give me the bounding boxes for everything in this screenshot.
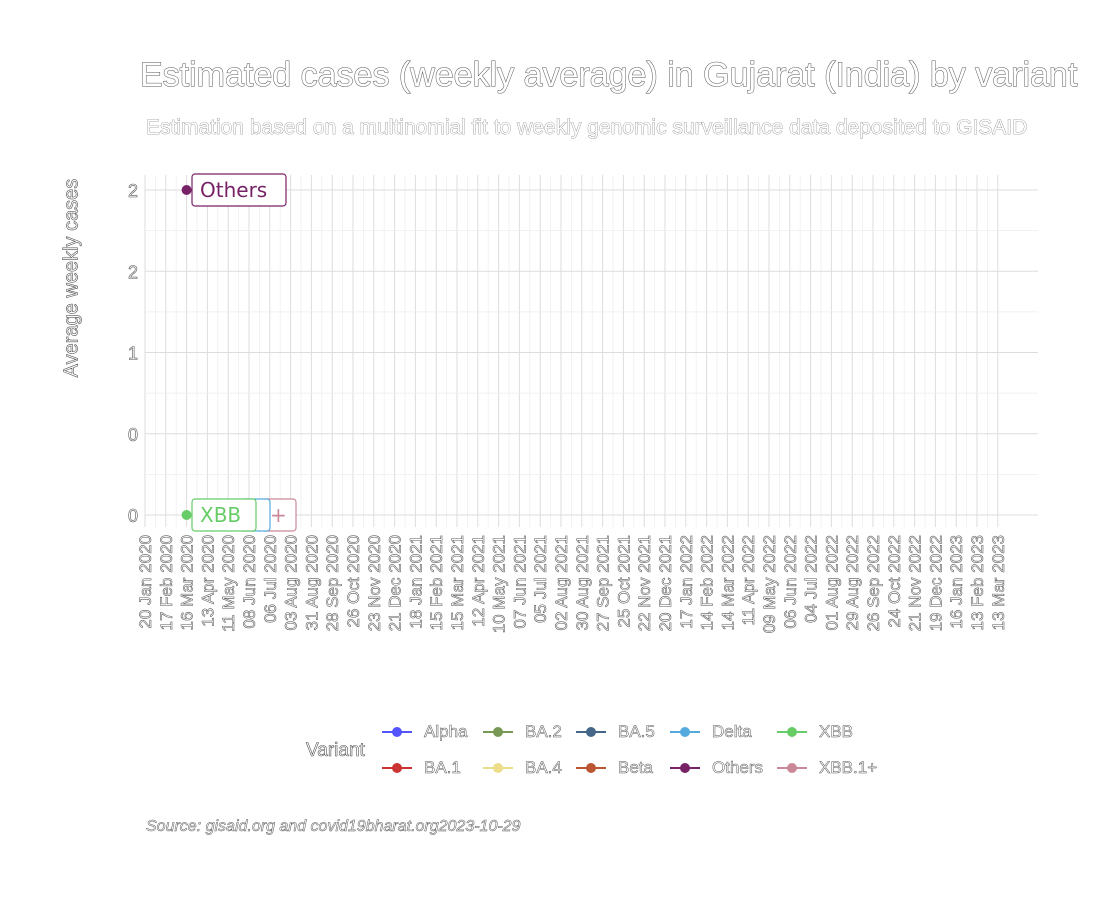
x-tick-label: 26 Sep 2022 — [864, 535, 883, 631]
legend-key — [777, 761, 807, 775]
legend-key — [777, 725, 807, 739]
x-tick-label: 17 Jan 2022 — [677, 535, 696, 629]
legend-key — [576, 725, 606, 739]
legend-label: Beta — [618, 758, 653, 778]
x-tick-label: 22 Nov 2021 — [635, 535, 654, 631]
legend-item: Others — [670, 758, 763, 778]
x-tick-label: 21 Nov 2022 — [906, 535, 925, 631]
legend-item: Beta — [576, 758, 653, 778]
x-tick-label: 23 Nov 2020 — [365, 535, 384, 631]
legend-label: BA.1 — [424, 758, 461, 778]
x-tick-label: 06 Jun 2022 — [781, 535, 800, 629]
legend-key — [483, 725, 513, 739]
x-tick-label: 06 Jul 2020 — [261, 535, 280, 623]
x-tick-label: 19 Dec 2022 — [926, 535, 945, 631]
x-tick-label: 09 May 2022 — [760, 535, 779, 633]
legend-key — [382, 761, 412, 775]
point-label: XBB — [200, 503, 241, 527]
legend-label: BA.4 — [525, 758, 562, 778]
x-tick-label: 25 Oct 2021 — [614, 535, 633, 628]
x-tick-label: 14 Feb 2022 — [698, 535, 717, 630]
x-tick-label: 29 Aug 2022 — [843, 535, 862, 630]
legend-item: BA.4 — [483, 758, 562, 778]
legend-label: Alpha — [424, 722, 468, 742]
x-tick-label: 13 Mar 2023 — [989, 535, 1008, 630]
x-tick-label: 28 Sep 2020 — [323, 535, 342, 631]
y-tick-label: 0 — [128, 425, 138, 445]
legend-item: Delta — [670, 722, 752, 742]
x-tick-label: 02 Aug 2021 — [552, 535, 571, 630]
legend: Variant Alpha BA.1 BA.2 BA.4 BA.5 Beta Delta Ot… — [306, 722, 906, 786]
x-tick-label: 31 Aug 2020 — [302, 535, 321, 630]
x-tick-label: 16 Mar 2020 — [178, 535, 197, 630]
x-tick-label: 03 Aug 2020 — [282, 535, 301, 630]
legend-item: XBB — [777, 722, 853, 742]
x-tick-label: 15 Mar 2021 — [448, 535, 467, 630]
legend-label: Others — [712, 758, 764, 778]
x-tick-label: 12 Apr 2021 — [469, 535, 488, 627]
point-label: Others — [200, 178, 267, 202]
x-tick-label: 30 Aug 2021 — [573, 535, 592, 630]
x-tick-label: 16 Jan 2023 — [947, 535, 966, 629]
legend-label: Delta — [712, 722, 752, 742]
chart-title: Estimated cases (weekly average) in Guja… — [139, 56, 1078, 95]
x-tick-label: 11 Apr 2022 — [739, 535, 758, 625]
legend-label: XBB.1+ — [819, 758, 878, 778]
point-label-box — [191, 173, 287, 207]
x-tick-label: 05 Jul 2021 — [531, 535, 550, 623]
legend-item: BA.5 — [576, 722, 655, 742]
x-tick-label: 13 Feb 2023 — [968, 535, 987, 630]
x-tick-label: 18 Jan 2021 — [406, 535, 425, 629]
legend-key — [483, 761, 513, 775]
y-tick-label: 2 — [128, 181, 138, 201]
legend-title: Variant — [306, 740, 365, 762]
chart-subtitle: Estimation based on a multinomial fit to… — [146, 116, 1028, 140]
legend-item: BA.1 — [382, 758, 461, 778]
legend-label: XBB — [819, 722, 854, 742]
x-tick-label: 04 Jul 2022 — [802, 535, 821, 623]
x-tick-label: 27 Sep 2021 — [594, 535, 613, 631]
legend-key — [670, 761, 700, 775]
legend-key — [576, 761, 606, 775]
y-tick-label: 1 — [128, 344, 138, 364]
x-tick-label: 14 Mar 2022 — [718, 535, 737, 630]
legend-item: XBB.1+ — [777, 758, 877, 778]
x-tick-label: 15 Feb 2021 — [427, 535, 446, 630]
legend-item: BA.2 — [483, 722, 562, 742]
x-tick-label: 01 Aug 2022 — [822, 535, 841, 630]
x-tick-label: 17 Feb 2020 — [157, 535, 176, 630]
point-label: + — [270, 503, 287, 527]
x-tick-label: 26 Oct 2020 — [344, 535, 363, 628]
plot-background — [145, 175, 1038, 527]
y-tick-label: 0 — [128, 506, 138, 526]
x-tick-label: 24 Oct 2022 — [885, 535, 904, 628]
x-tick-label: 20 Jan 2020 — [136, 535, 155, 629]
x-tick-label: 13 Apr 2020 — [198, 535, 217, 627]
legend-label: BA.5 — [618, 722, 655, 742]
chart-caption: Source: gisaid.org and covid19bharat.org… — [146, 818, 521, 836]
legend-item: Alpha — [382, 722, 468, 742]
data-point — [181, 185, 192, 195]
data-point — [181, 510, 192, 520]
legend-key — [382, 725, 412, 739]
point-label-box — [191, 498, 257, 532]
x-tick-label: 08 Jun 2020 — [240, 535, 259, 629]
legend-label: BA.2 — [525, 722, 562, 742]
x-tick-label: 21 Dec 2020 — [386, 535, 405, 631]
x-tick-label: 07 Jun 2021 — [510, 535, 529, 629]
x-tick-label: 20 Dec 2021 — [656, 535, 675, 631]
x-tick-label: 10 May 2021 — [490, 535, 509, 633]
y-tick-label: 2 — [128, 262, 138, 282]
legend-key — [670, 725, 700, 739]
x-tick-label: 11 May 2020 — [219, 535, 238, 632]
